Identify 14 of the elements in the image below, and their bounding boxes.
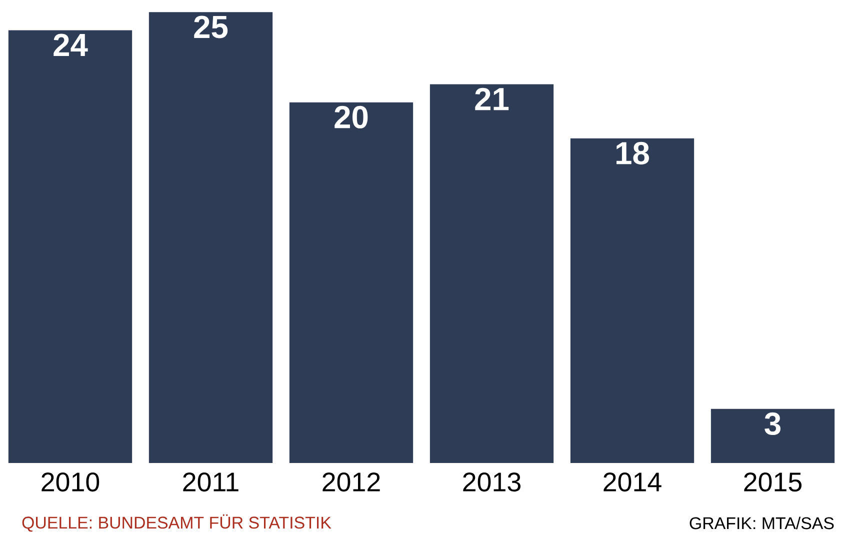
data-label: 20	[334, 106, 368, 128]
data-label: 25	[194, 16, 228, 38]
data-label: 24	[54, 34, 88, 56]
x-tick-label: 2010	[42, 472, 100, 492]
x-tick-label: 2012	[322, 472, 380, 492]
x-tick-label: 2015	[744, 472, 802, 492]
data-label: 3	[764, 412, 780, 436]
text: GRAFIK: MTA/SAS	[690, 516, 834, 530]
x-tick-label: 2014	[604, 472, 662, 492]
x-tick-label: 2013	[463, 472, 520, 492]
data-label: 21	[475, 88, 509, 110]
data-label: 18	[616, 142, 649, 164]
source-note: QUELLE: BUNDESAMT FÜR STATISTIK	[22, 514, 332, 532]
x-tick-label: 2011	[183, 472, 238, 492]
